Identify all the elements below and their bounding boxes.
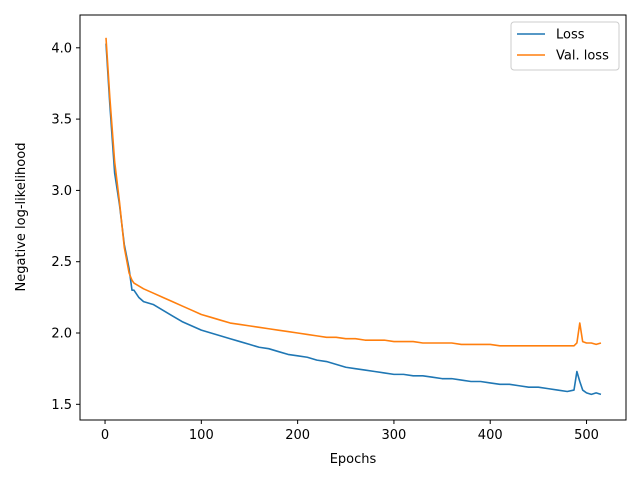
y-tick-label: 3.0 xyxy=(51,184,72,199)
y-tick-label: 4.0 xyxy=(51,41,72,56)
x-axis-label: Epochs xyxy=(330,452,377,467)
axis-ticks: 0 100 200 300 400 500 1.5 2.0 2.5 3.0 3.5 4.0 xyxy=(51,41,599,443)
legend: Loss Val. loss xyxy=(510,21,620,71)
x-tick-label: 400 xyxy=(478,428,503,443)
x-tick-label: 200 xyxy=(285,428,310,443)
y-tick-label: 3.5 xyxy=(51,113,72,128)
x-tick-label: 500 xyxy=(574,428,599,443)
series-line-0 xyxy=(105,43,602,396)
series-line-1 xyxy=(105,37,602,347)
y-tick-label: 2.5 xyxy=(51,255,72,270)
y-tick-label: 1.5 xyxy=(51,398,72,413)
legend-label-1: Val. loss xyxy=(556,49,609,64)
x-tick-label: 300 xyxy=(382,428,407,443)
x-tick-label: 0 xyxy=(101,428,109,443)
axes-frame xyxy=(79,14,627,421)
y-axis-label: Negative log-likelihood xyxy=(14,143,29,292)
x-tick-label: 100 xyxy=(189,428,214,443)
y-tick-label: 2.0 xyxy=(51,327,72,342)
plot-area xyxy=(105,37,602,396)
legend-label-0: Loss xyxy=(556,28,585,43)
